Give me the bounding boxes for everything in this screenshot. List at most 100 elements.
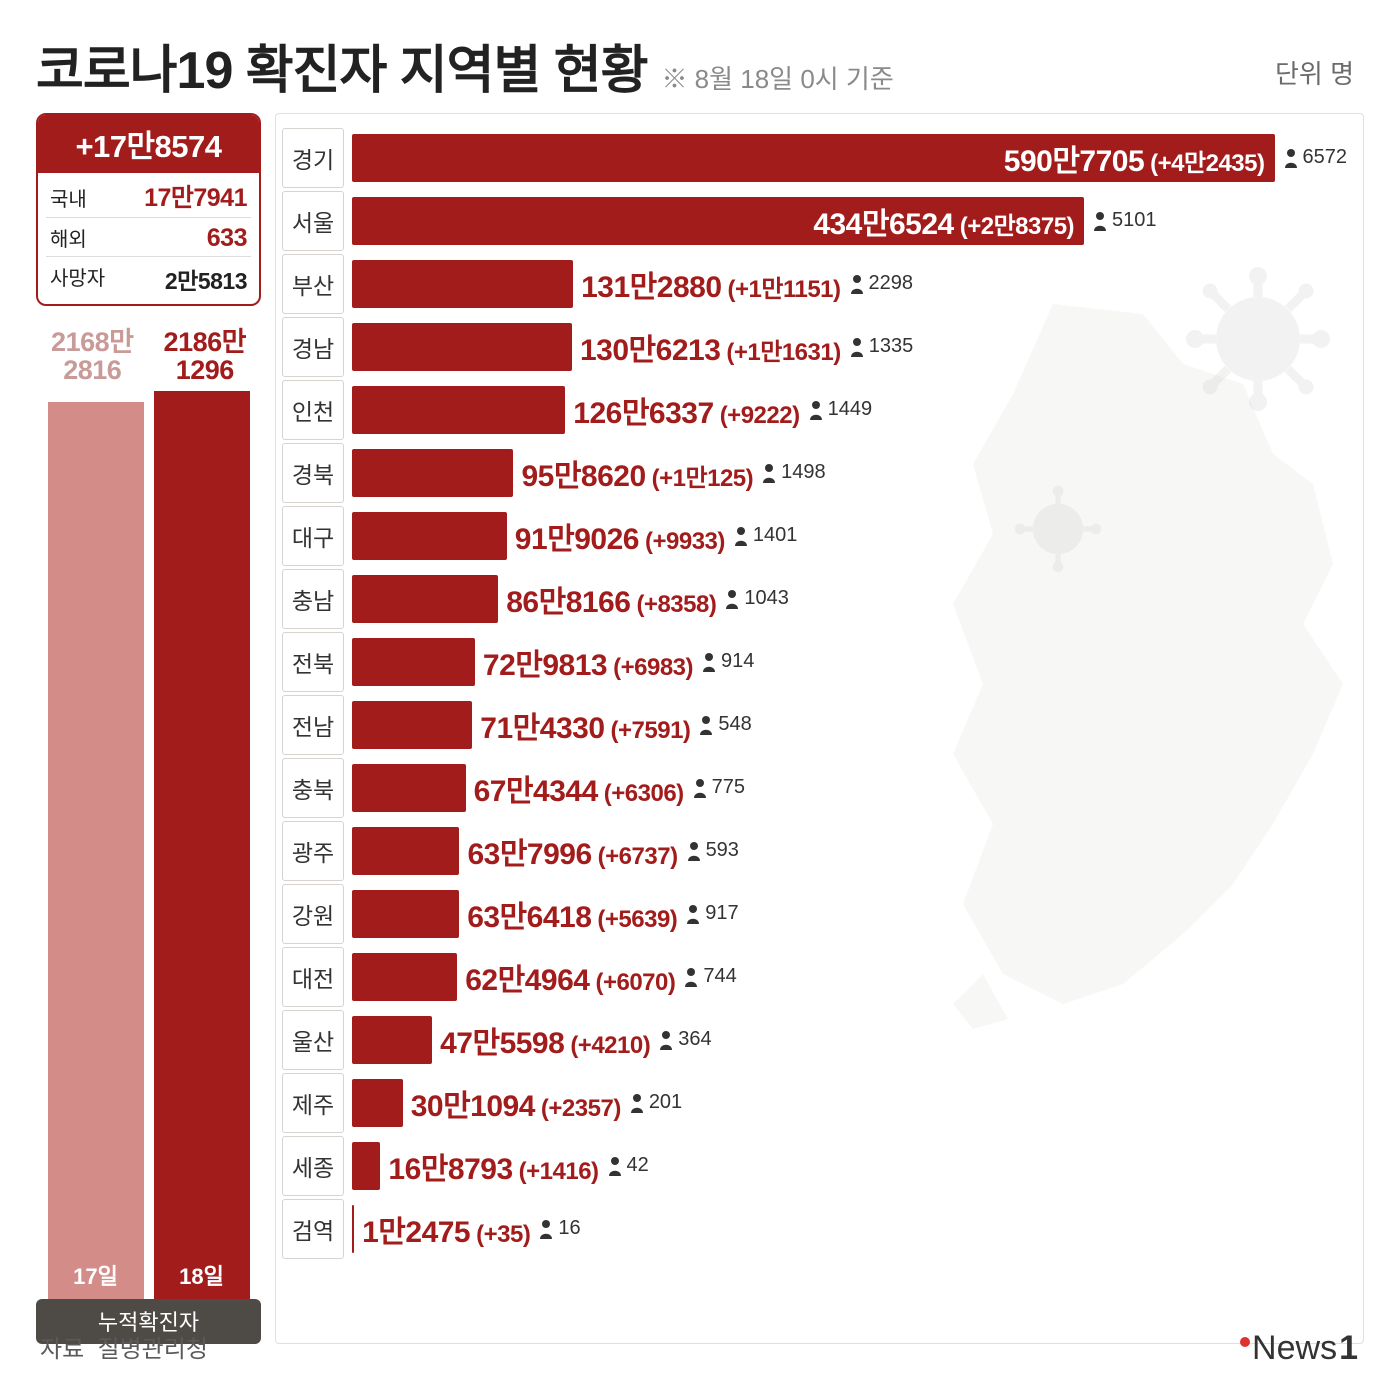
region-bar-fill: [352, 764, 466, 812]
region-metric: 42: [607, 1154, 649, 1177]
region-name: 경북: [282, 443, 344, 503]
bar-area: 62만4964(+6070)744: [352, 953, 1347, 1001]
region-row: 충남86만8166(+8358)1043: [282, 567, 1347, 630]
region-row: 울산47만5598(+4210)364: [282, 1008, 1347, 1071]
region-metric: 16: [538, 1217, 580, 1240]
person-icon: [538, 1219, 554, 1239]
region-metric-value: 548: [718, 713, 751, 736]
person-icon: [1283, 148, 1299, 168]
region-bar-fill: [352, 449, 513, 497]
region-metric: 914: [701, 650, 754, 673]
person-icon: [658, 1030, 674, 1050]
region-metric: 201: [629, 1091, 682, 1114]
statbox-row-value: 17만7941: [144, 178, 247, 214]
region-delta: (+4210): [570, 1032, 650, 1060]
bar-value-text: 131만2880(+1만1151): [581, 262, 840, 306]
region-metric-value: 2298: [869, 272, 914, 295]
region-name: 부산: [282, 254, 344, 314]
person-icon: [686, 841, 702, 861]
region-delta: (+1416): [519, 1158, 599, 1186]
region-row: 검역1만2475(+35)16: [282, 1197, 1347, 1260]
region-row: 대전62만4964(+6070)744: [282, 945, 1347, 1008]
statbox-row-domestic: 국내 17만7941: [38, 173, 259, 217]
bar-area: 126만6337(+9222) 1449: [352, 386, 1347, 434]
bar-value-text: 16만8793(+1416): [388, 1144, 598, 1188]
region-delta: (+1만1631): [726, 332, 840, 367]
region-metric: 2298: [849, 272, 914, 295]
region-metric: 1498: [761, 461, 826, 484]
person-icon: [683, 967, 699, 987]
region-metric-value: 42: [627, 1154, 649, 1177]
cumul-top-label: 2168만2816: [51, 328, 133, 385]
region-row: 전북72만9813(+6983)914: [282, 630, 1347, 693]
region-metric: 1043: [724, 587, 789, 610]
region-bar-fill: [352, 386, 565, 434]
statbox: +17만8574 국내 17만7941 해외 633 사망자 2만5813: [36, 113, 261, 306]
person-icon: [849, 274, 865, 294]
bar-area: 63만7996(+6737) 593: [352, 827, 1347, 875]
statbox-headline: +17만8574: [38, 115, 259, 173]
person-icon: [724, 589, 740, 609]
region-row: 서울434만6524(+2만8375)5101: [282, 189, 1347, 252]
region-delta: (+4만2435): [1150, 143, 1264, 178]
region-metric-value: 5101: [1112, 209, 1157, 232]
region-total: 434만6524: [813, 199, 953, 243]
region-name: 대전: [282, 947, 344, 1007]
person-icon: [1092, 211, 1108, 231]
region-row: 강원63만6418(+5639)917: [282, 882, 1347, 945]
region-delta: (+6983): [613, 654, 693, 682]
region-metric-value: 917: [705, 902, 738, 925]
person-icon: [685, 904, 701, 924]
bar-area: 1만2475(+35)16: [352, 1205, 1347, 1253]
bar-area: 86만8166(+8358)1043: [352, 575, 1347, 623]
region-metric-value: 16: [558, 1217, 580, 1240]
region-name: 충남: [282, 569, 344, 629]
person-icon: [607, 1156, 623, 1176]
bar-area: 590만7705(+4만2435)6572: [352, 134, 1347, 182]
region-metric-value: 1043: [744, 587, 789, 610]
region-bar-fill: [352, 638, 475, 686]
person-icon: [849, 337, 865, 357]
region-bar-fill: [352, 512, 507, 560]
region-row: 세종16만8793(+1416)42: [282, 1134, 1347, 1197]
region-metric-value: 1335: [869, 335, 914, 358]
region-metric-value: 914: [721, 650, 754, 673]
source-label: 자료: [40, 1336, 84, 1363]
cumul-bar: 18일: [154, 391, 250, 1299]
statbox-row-label: 해외: [50, 223, 87, 252]
region-total: 16만8793: [388, 1144, 512, 1188]
bar-area: 131만2880(+1만1151) 2298: [352, 260, 1347, 308]
person-icon: [733, 526, 749, 546]
region-metric: 593: [686, 839, 739, 862]
region-metric: 1449: [808, 398, 873, 421]
region-total: 1만2475: [362, 1207, 470, 1251]
region-metric-value: 775: [712, 776, 745, 799]
cumul-bar: 17일: [48, 391, 144, 1299]
bar-value-text: 130만6213(+1만1631): [580, 325, 841, 369]
logo-dot-icon: [1240, 1337, 1250, 1347]
region-delta: (+1만125): [652, 458, 753, 493]
bar-value-text: 63만7996(+6737): [467, 829, 677, 873]
region-metric-value: 1449: [828, 398, 873, 421]
bar-value-text: 434만6524(+2만8375): [813, 199, 1074, 243]
region-metric: 917: [685, 902, 738, 925]
region-bar-fill: [352, 701, 472, 749]
source-value: 질병관리청: [98, 1336, 208, 1363]
region-delta: (+5639): [597, 906, 677, 934]
bar-value-text: 126만6337(+9222): [573, 388, 799, 432]
region-delta: (+7591): [611, 717, 691, 745]
region-total: 72만9813: [483, 640, 607, 684]
region-total: 71만4330: [480, 703, 604, 747]
bar-value-text: 590만7705(+4만2435): [1004, 136, 1265, 180]
bar-value-text: 72만9813(+6983): [483, 640, 693, 684]
region-bar-fill: [352, 1079, 403, 1127]
region-delta: (+9933): [645, 528, 725, 556]
bar-area: 47만5598(+4210)364: [352, 1016, 1347, 1064]
region-row: 경북 95만8620(+1만125) 1498: [282, 441, 1347, 504]
statbox-row-overseas: 해외 633: [38, 218, 259, 256]
statbox-death-label: 사망자: [50, 262, 105, 296]
region-total: 30만1094: [411, 1081, 535, 1125]
bar-value-text: 62만4964(+6070): [465, 955, 675, 999]
bar-value-text: 95만8620(+1만125): [521, 451, 753, 495]
person-icon: [629, 1093, 645, 1113]
